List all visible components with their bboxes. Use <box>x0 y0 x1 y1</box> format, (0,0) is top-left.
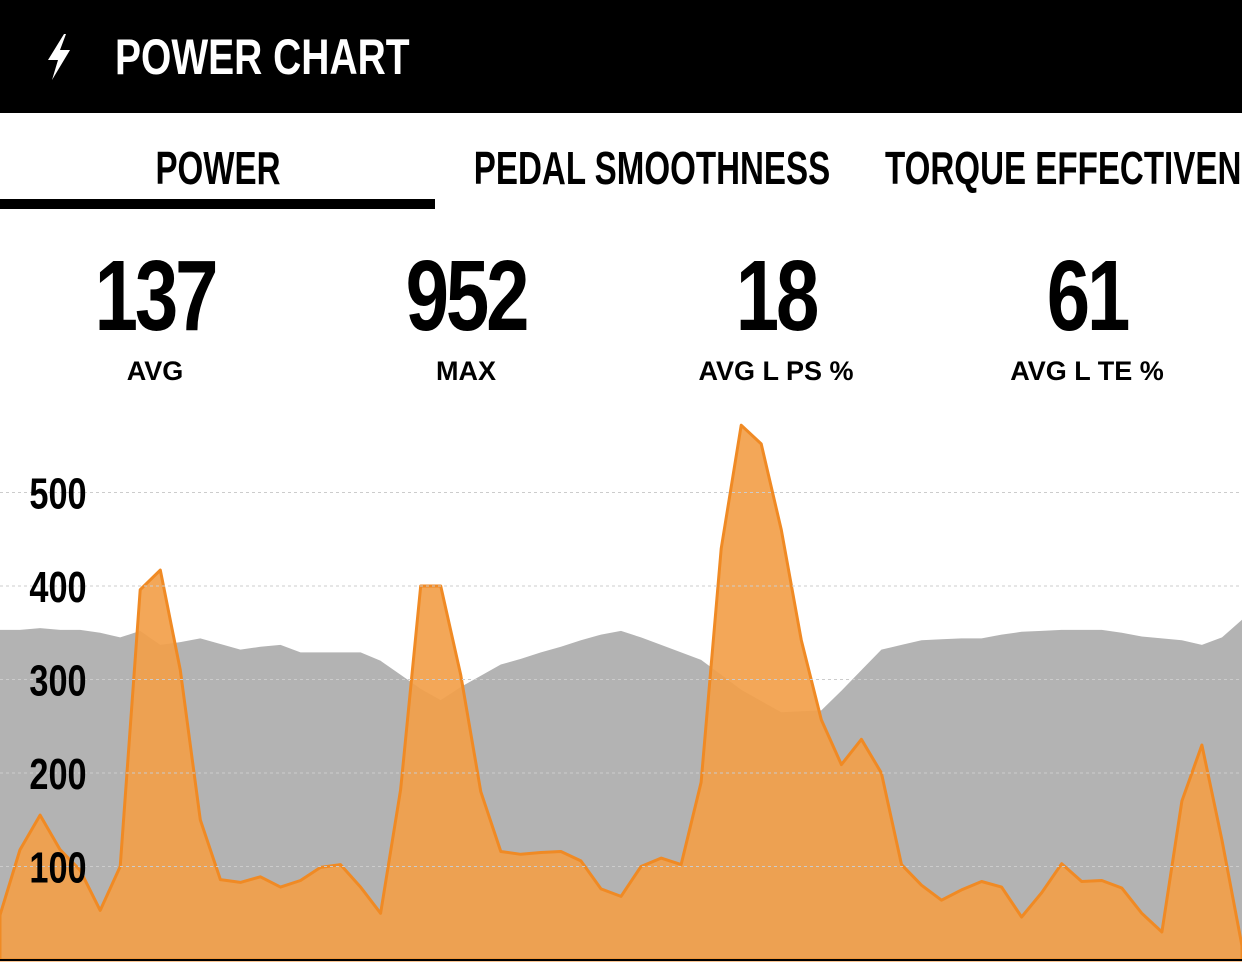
text-group: 200 <box>29 750 86 799</box>
text-group: 100 <box>29 843 86 892</box>
bolt-icon <box>48 34 70 80</box>
text-group: 300 <box>29 656 86 705</box>
stat-label: MAX <box>436 356 496 386</box>
y-tick-label: 500 <box>29 469 86 518</box>
text-group: 18 <box>736 241 821 353</box>
text-group: 400 <box>29 563 86 612</box>
header-title: POWER CHART <box>115 28 410 85</box>
text-group: PEDAL SMOOTHNESS <box>474 144 830 194</box>
active-tab-underline <box>0 199 435 209</box>
header-bar <box>0 0 1242 113</box>
area <box>0 423 1242 962</box>
stat-value: 18 <box>736 241 818 353</box>
tab[interactable]: TORQUE EFFECTIVENESS <box>885 144 1242 194</box>
y-tick-label: 400 <box>29 563 86 612</box>
y-tick-label: 200 <box>29 750 86 799</box>
text-group: 500 <box>29 469 86 518</box>
tab[interactable]: POWER <box>155 144 280 194</box>
stat-value: 952 <box>406 241 527 353</box>
text-group: POWER <box>155 144 280 194</box>
stat-value: 137 <box>95 241 216 353</box>
stat-label: AVG <box>127 356 184 386</box>
stat-value: 61 <box>1047 241 1129 353</box>
y-tick-label: 100 <box>29 843 86 892</box>
stat-label: AVG L PS % <box>698 356 853 386</box>
text-group: TORQUE EFFECTIVENESS <box>885 144 1242 194</box>
text-group: 137 <box>95 241 219 353</box>
y-tick-label: 300 <box>29 656 86 705</box>
stat-label: AVG L TE % <box>1010 356 1164 386</box>
tab[interactable]: PEDAL SMOOTHNESS <box>474 144 830 194</box>
text-group: 61 <box>1047 241 1132 353</box>
text-group: 952 <box>406 241 530 353</box>
